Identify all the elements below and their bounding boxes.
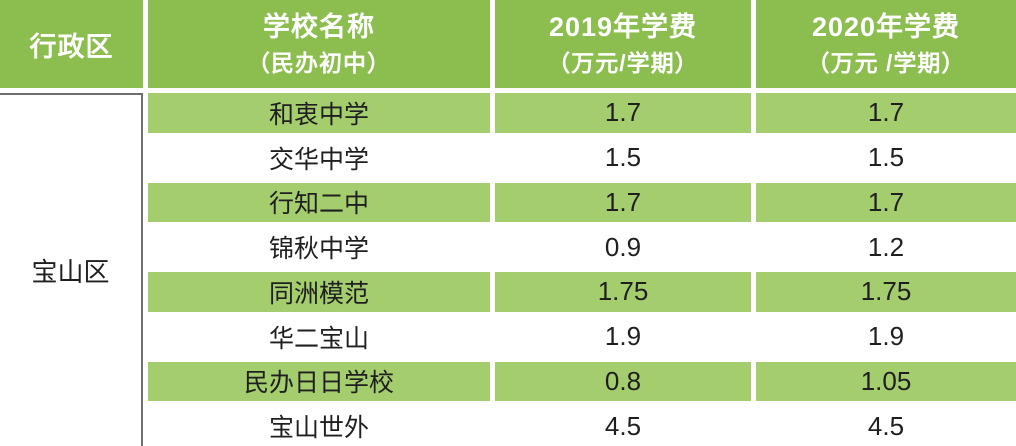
header-school-title: 学校名称 (263, 11, 375, 42)
fee-2019-cell: 1.7 (495, 182, 751, 223)
district-cell: 宝山区 (0, 93, 143, 446)
school-cell: 同洲模范 (148, 272, 490, 312)
fee-2020-cell: 1.05 (756, 361, 1016, 402)
fee-2020-cell: 1.75 (756, 272, 1016, 312)
header-school: 学校名称 （民办初中） (148, 0, 490, 88)
fee-2019-cell: 1.9 (495, 316, 751, 357)
fee-2020-cell: 1.9 (756, 316, 1016, 357)
header-fee-2019-subtitle: （万元/学期） (547, 49, 699, 76)
school-cell: 和衷中学 (148, 93, 490, 133)
school-cell: 宝山世外 (148, 406, 490, 446)
school-cell: 锦秋中学 (148, 227, 490, 267)
header-fee-2020: 2020年学费 （万元 /学期） (756, 0, 1016, 88)
fee-2019-cell: 0.8 (495, 361, 751, 402)
fee-2020-cell: 1.7 (756, 93, 1016, 133)
school-cell: 民办日日学校 (148, 361, 490, 402)
header-fee-2019: 2019年学费 （万元/学期） (495, 0, 751, 88)
header-fee-2019-title: 2019年学费 (548, 11, 698, 42)
fee-2020-cell: 4.5 (756, 406, 1016, 446)
fee-2020-cell: 1.2 (756, 227, 1016, 267)
header-fee-2020-subtitle: （万元 /学期） (806, 49, 966, 76)
fee-2019-cell: 4.5 (495, 406, 751, 446)
fee-2020-cell: 1.5 (756, 137, 1016, 178)
header-district: 行政区 (0, 0, 143, 88)
header-fee-2020-title: 2020年学费 (811, 11, 961, 42)
fee-2019-cell: 1.75 (495, 272, 751, 312)
fee-2020-cell: 1.7 (756, 182, 1016, 223)
header-district-label: 行政区 (29, 31, 114, 62)
header-school-subtitle: （民办初中） (247, 49, 391, 76)
fee-2019-cell: 1.5 (495, 137, 751, 178)
school-cell: 华二宝山 (148, 316, 490, 357)
school-cell: 交华中学 (148, 137, 490, 178)
fee-2019-cell: 0.9 (495, 227, 751, 267)
fee-2019-cell: 1.7 (495, 93, 751, 133)
school-cell: 行知二中 (148, 182, 490, 223)
